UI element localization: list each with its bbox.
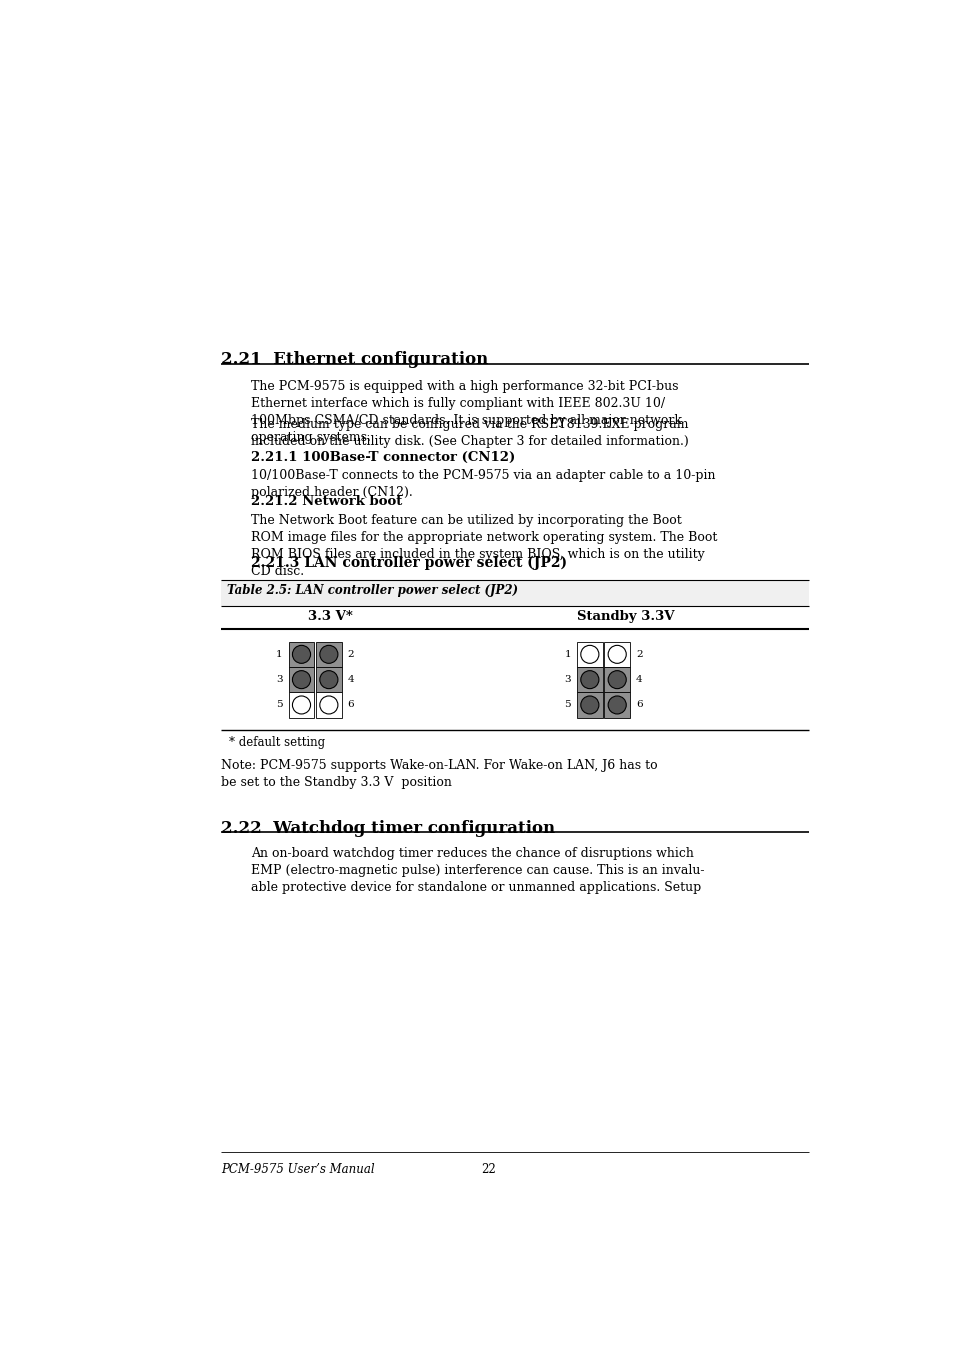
Ellipse shape <box>607 646 625 663</box>
Bar <box>221 581 808 607</box>
Ellipse shape <box>319 696 337 713</box>
Text: 6: 6 <box>347 700 354 709</box>
Text: 1: 1 <box>564 650 571 659</box>
Text: 100Mbps CSMA/CD standards. It is supported by all major network: 100Mbps CSMA/CD standards. It is support… <box>251 413 681 427</box>
Text: 3: 3 <box>564 676 571 684</box>
Text: 2.21.1 100Base-T connector (CN12): 2.21.1 100Base-T connector (CN12) <box>251 451 515 465</box>
Text: 2.21  Ethernet configuration: 2.21 Ethernet configuration <box>221 351 488 369</box>
Text: Ethernet interface which is fully compliant with IEEE 802.3U 10/: Ethernet interface which is fully compli… <box>251 397 664 409</box>
Text: 3.3 V*: 3.3 V* <box>307 611 352 623</box>
Text: able protective device for standalone or unmanned applications. Setup: able protective device for standalone or… <box>251 881 700 894</box>
Text: ROM BIOS files are included in the system BIOS, which is on the utility: ROM BIOS files are included in the syste… <box>251 549 704 561</box>
Bar <box>603 667 630 692</box>
Bar <box>577 692 602 717</box>
Text: 5: 5 <box>275 700 282 709</box>
Text: 22: 22 <box>481 1163 496 1175</box>
Ellipse shape <box>607 670 625 689</box>
Ellipse shape <box>293 696 311 713</box>
Text: 10/100Base-T connects to the PCM-9575 via an adapter cable to a 10-pin: 10/100Base-T connects to the PCM-9575 vi… <box>251 469 715 482</box>
Ellipse shape <box>293 670 311 689</box>
Text: The Network Boot feature can be utilized by incorporating the Boot: The Network Boot feature can be utilized… <box>251 513 680 527</box>
Ellipse shape <box>319 670 337 689</box>
Text: 5: 5 <box>564 700 571 709</box>
Bar <box>288 667 314 692</box>
Text: 2: 2 <box>636 650 642 659</box>
Text: included on the utility disk. (See Chapter 3 for detailed information.): included on the utility disk. (See Chapt… <box>251 435 688 449</box>
Text: 2.21.3 LAN controller power select (JP2): 2.21.3 LAN controller power select (JP2) <box>251 555 566 570</box>
Text: * default setting: * default setting <box>229 736 324 750</box>
Text: Table 2.5: LAN controller power select (JP2): Table 2.5: LAN controller power select (… <box>227 585 517 597</box>
Text: 4: 4 <box>636 676 642 684</box>
Text: 2.22  Watchdog timer configuration: 2.22 Watchdog timer configuration <box>221 820 555 836</box>
Text: The medium type can be configured via the RSET8139.EXE program: The medium type can be configured via th… <box>251 417 688 431</box>
Text: The PCM-9575 is equipped with a high performance 32-bit PCI-bus: The PCM-9575 is equipped with a high per… <box>251 380 678 393</box>
Text: be set to the Standby 3.3 V  position: be set to the Standby 3.3 V position <box>221 777 452 789</box>
Text: 2: 2 <box>347 650 354 659</box>
Text: Note: PCM-9575 supports Wake-on-LAN. For Wake-on LAN, J6 has to: Note: PCM-9575 supports Wake-on-LAN. For… <box>221 759 658 773</box>
Ellipse shape <box>580 696 598 713</box>
Bar <box>315 692 341 717</box>
Bar <box>577 642 602 667</box>
Ellipse shape <box>580 670 598 689</box>
Text: operating systems.: operating systems. <box>251 431 371 444</box>
Text: polarized header (CN12).: polarized header (CN12). <box>251 486 412 499</box>
Bar <box>603 642 630 667</box>
Ellipse shape <box>580 646 598 663</box>
Text: 1: 1 <box>275 650 282 659</box>
Text: 2.21.2 Network boot: 2.21.2 Network boot <box>251 494 401 508</box>
Text: An on-board watchdog timer reduces the chance of disruptions which: An on-board watchdog timer reduces the c… <box>251 847 693 859</box>
Text: 6: 6 <box>636 700 642 709</box>
Bar <box>288 692 314 717</box>
Text: Standby 3.3V: Standby 3.3V <box>577 611 674 623</box>
Ellipse shape <box>607 696 625 713</box>
Ellipse shape <box>293 646 311 663</box>
Text: CD disc.: CD disc. <box>251 565 304 578</box>
Text: ROM image files for the appropriate network operating system. The Boot: ROM image files for the appropriate netw… <box>251 531 717 544</box>
Bar <box>577 667 602 692</box>
Bar <box>603 692 630 717</box>
Ellipse shape <box>319 646 337 663</box>
Text: 3: 3 <box>275 676 282 684</box>
Text: 4: 4 <box>347 676 354 684</box>
Bar <box>315 642 341 667</box>
Text: PCM-9575 User’s Manual: PCM-9575 User’s Manual <box>221 1163 375 1175</box>
Text: EMP (electro-magnetic pulse) interference can cause. This is an invalu-: EMP (electro-magnetic pulse) interferenc… <box>251 863 703 877</box>
Bar <box>288 642 314 667</box>
Bar <box>315 667 341 692</box>
